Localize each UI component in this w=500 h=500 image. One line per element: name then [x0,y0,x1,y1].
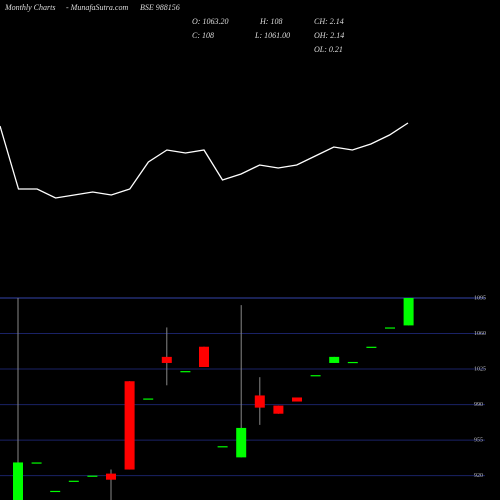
candle-body [385,327,395,329]
close-label: C: 108 [192,31,214,40]
oh-label: OH: 2.14 [314,31,344,40]
candle-body [199,346,209,368]
y-tick-label: 955 [474,437,483,443]
y-tick-label: 1060 [474,331,486,337]
price-line [0,122,409,199]
low-label: L: 1061.00 [254,31,290,40]
candle-body [310,375,321,377]
ol-label: OL: 0.21 [314,45,343,54]
y-tick-label: 920 [474,473,483,479]
candle-body [217,446,228,448]
candle-body [68,480,79,482]
candle-body [403,298,414,326]
open-label: O: 1063.20 [192,17,228,26]
candle-body [273,405,284,414]
candle-body [13,462,23,500]
candle-body [347,361,358,364]
y-tick-label: 1095 [474,295,486,301]
candle-body [254,395,265,408]
source-label: - MunafaSutra.com [66,3,128,12]
site-label: Monthly Charts [4,3,55,12]
candle-body [50,490,61,493]
candle-body [292,397,302,402]
candle-body [329,356,340,363]
high-label: H: 108 [259,17,282,26]
candle-body [106,473,116,480]
candle-body [87,475,98,477]
candle-body [236,427,247,458]
symbol-label: BSE 988156 [140,3,180,12]
candle-body [124,381,135,470]
candle-body [143,398,154,400]
candle-body [161,356,172,363]
candle-body [31,462,42,464]
y-tick-label: 990 [474,402,483,408]
candle-body [366,346,377,348]
candle-body [180,371,191,373]
ch-label: CH: 2.14 [314,17,344,26]
y-tick-label: 1025 [474,366,486,372]
